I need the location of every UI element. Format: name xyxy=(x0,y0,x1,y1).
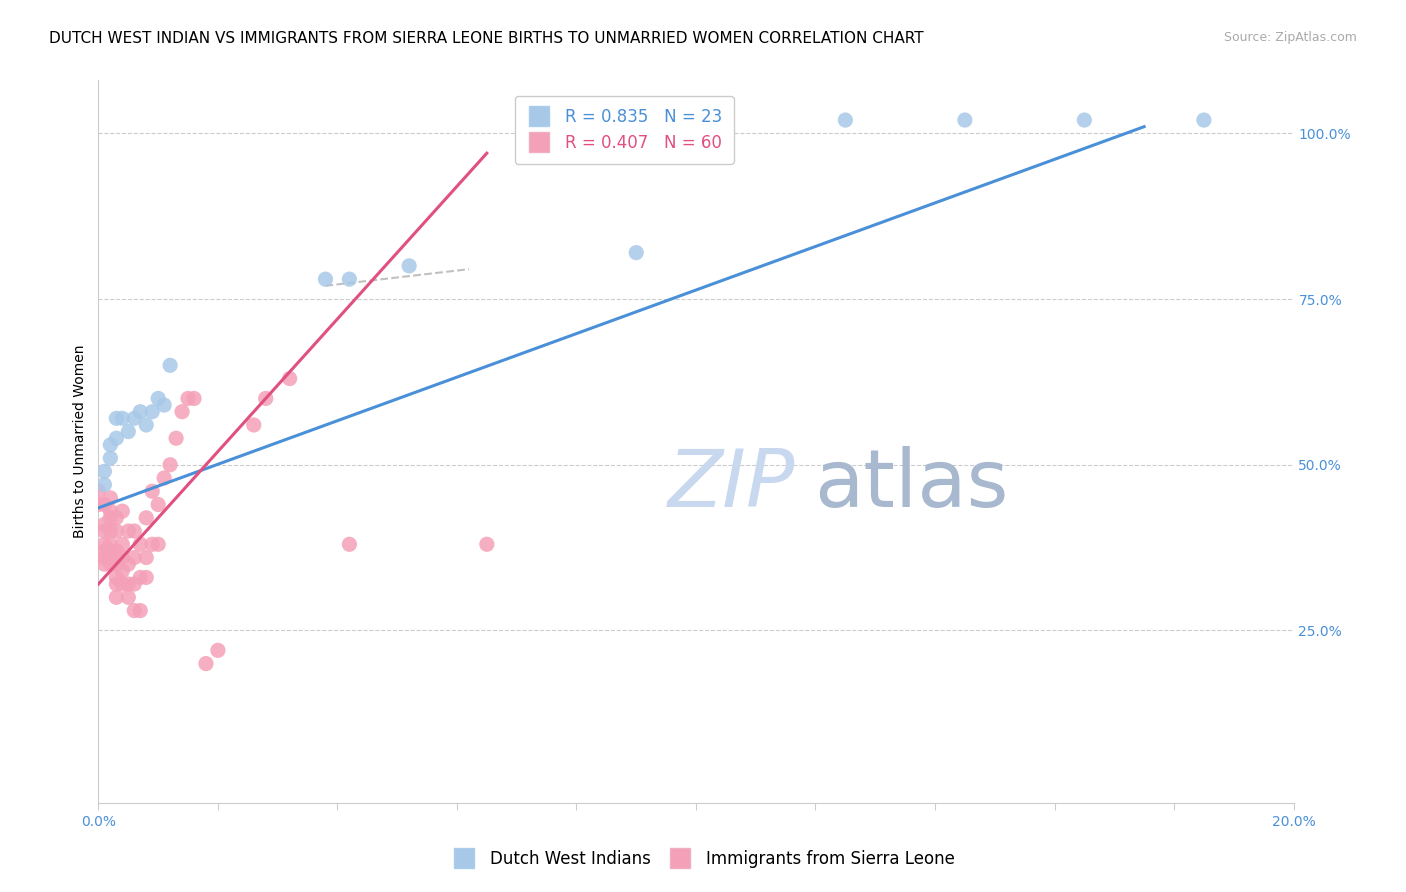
Point xyxy=(105,411,128,425)
Point xyxy=(124,411,146,425)
Point xyxy=(124,524,146,538)
Point xyxy=(105,577,128,591)
Point xyxy=(105,544,128,558)
Point xyxy=(98,451,122,466)
Point xyxy=(98,524,122,538)
Point xyxy=(124,603,146,617)
Point xyxy=(98,550,122,565)
Point xyxy=(98,504,122,518)
Point xyxy=(105,591,128,605)
Point xyxy=(124,550,146,565)
Point xyxy=(172,405,194,419)
Point xyxy=(93,537,115,551)
Point xyxy=(93,464,115,478)
Point xyxy=(183,392,205,406)
Point xyxy=(105,557,128,571)
Point xyxy=(315,272,337,286)
Point xyxy=(129,537,152,551)
Point xyxy=(153,471,176,485)
Text: ZIP: ZIP xyxy=(668,446,796,524)
Point xyxy=(141,537,163,551)
Point xyxy=(129,405,152,419)
Point xyxy=(111,504,134,518)
Point xyxy=(207,643,229,657)
Text: DUTCH WEST INDIAN VS IMMIGRANTS FROM SIERRA LEONE BIRTHS TO UNMARRIED WOMEN CORR: DUTCH WEST INDIAN VS IMMIGRANTS FROM SIE… xyxy=(49,31,924,46)
Point xyxy=(105,431,128,445)
Point xyxy=(98,557,122,571)
Point xyxy=(87,484,110,499)
Point xyxy=(148,537,170,551)
Text: atlas: atlas xyxy=(814,446,1008,524)
Point xyxy=(475,537,498,551)
Point xyxy=(105,510,128,524)
Point xyxy=(141,405,163,419)
Point xyxy=(129,603,152,617)
Point xyxy=(98,537,122,551)
Point xyxy=(398,259,420,273)
Point xyxy=(135,550,157,565)
Point xyxy=(243,417,266,432)
Legend: Dutch West Indians, Immigrants from Sierra Leone: Dutch West Indians, Immigrants from Sier… xyxy=(444,844,962,875)
Point xyxy=(117,425,139,439)
Point xyxy=(98,491,122,505)
Point xyxy=(124,577,146,591)
Point xyxy=(98,438,122,452)
Point xyxy=(87,498,110,512)
Point xyxy=(93,557,115,571)
Point xyxy=(93,524,115,538)
Point xyxy=(105,524,128,538)
Point xyxy=(626,245,648,260)
Point xyxy=(111,411,134,425)
Text: Source: ZipAtlas.com: Source: ZipAtlas.com xyxy=(1223,31,1357,45)
Point xyxy=(135,570,157,584)
Point xyxy=(93,544,115,558)
Point xyxy=(153,398,176,412)
Point xyxy=(117,591,139,605)
Point xyxy=(93,498,115,512)
Legend: R = 0.835   N = 23, R = 0.407   N = 60: R = 0.835 N = 23, R = 0.407 N = 60 xyxy=(515,95,734,163)
Point xyxy=(339,272,361,286)
Point xyxy=(953,113,976,128)
Point xyxy=(98,544,122,558)
Point xyxy=(117,524,139,538)
Point xyxy=(278,371,301,385)
Point xyxy=(1192,113,1215,128)
Point xyxy=(339,537,361,551)
Point xyxy=(177,392,200,406)
Point xyxy=(834,113,856,128)
Point xyxy=(195,657,218,671)
Point xyxy=(98,510,122,524)
Point xyxy=(165,431,187,445)
Y-axis label: Births to Unmarried Women: Births to Unmarried Women xyxy=(73,345,87,538)
Point xyxy=(159,458,181,472)
Point xyxy=(1073,113,1095,128)
Point xyxy=(93,550,115,565)
Point xyxy=(93,517,115,532)
Point xyxy=(117,577,139,591)
Point xyxy=(111,564,134,578)
Point xyxy=(141,484,163,499)
Point xyxy=(148,498,170,512)
Point xyxy=(148,392,170,406)
Point xyxy=(111,550,134,565)
Point xyxy=(111,537,134,551)
Point xyxy=(105,570,128,584)
Point xyxy=(117,557,139,571)
Point xyxy=(93,477,115,491)
Point xyxy=(254,392,277,406)
Point xyxy=(129,570,152,584)
Point xyxy=(135,510,157,524)
Point xyxy=(135,417,157,432)
Point xyxy=(111,577,134,591)
Point xyxy=(159,359,181,373)
